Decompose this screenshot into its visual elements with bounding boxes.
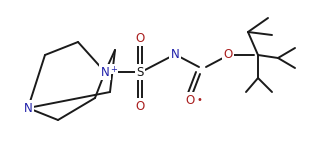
Text: O: O	[135, 32, 145, 45]
Text: O: O	[185, 93, 195, 106]
Text: O: O	[135, 99, 145, 112]
Text: O: O	[223, 48, 233, 62]
Text: S: S	[136, 66, 144, 78]
Text: •: •	[197, 95, 203, 105]
Text: N: N	[171, 48, 179, 62]
Text: N: N	[24, 102, 32, 114]
Text: +: +	[111, 64, 117, 74]
Text: N: N	[100, 66, 109, 78]
